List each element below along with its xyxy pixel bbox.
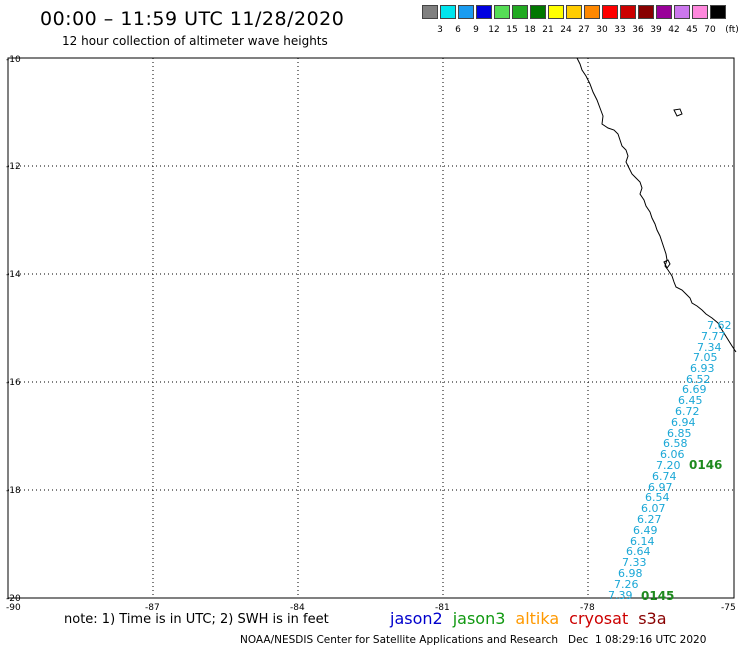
legend-swatch xyxy=(638,5,654,19)
legend-swatch xyxy=(566,5,582,19)
lon-label: -90 xyxy=(6,603,21,613)
wave-value: 7.77 xyxy=(701,330,726,343)
wave-value: 7.34 xyxy=(697,341,722,354)
legend-swatch xyxy=(584,5,600,19)
wave-value: 6.07 xyxy=(641,502,666,515)
wave-value: 6.06 xyxy=(660,448,685,461)
wave-value: 6.52 xyxy=(686,373,711,386)
legend-label: 27 xyxy=(578,25,590,35)
wave-value: 6.14 xyxy=(630,535,655,548)
wave-value: 6.69 xyxy=(682,383,707,396)
legend-label: 42 xyxy=(668,25,680,35)
pass-label: 0146 xyxy=(689,458,722,472)
legend-label: 21 xyxy=(542,25,554,35)
wave-value: 6.93 xyxy=(690,362,715,375)
map-title: 00:00 – 11:59 UTC 11/28/2020 xyxy=(40,8,345,30)
wave-value: 6.64 xyxy=(626,545,651,558)
legend-swatch xyxy=(674,5,690,19)
legend-label: 9 xyxy=(473,25,479,35)
coastline-detail xyxy=(663,259,671,269)
legend-label: 39 xyxy=(650,25,662,35)
lat-label: -18 xyxy=(6,486,21,496)
map-frame xyxy=(7,57,735,599)
wave-value: 7.26 xyxy=(614,578,639,591)
wave-value: 7.39 xyxy=(608,589,633,602)
wave-value: 6.97 xyxy=(648,481,673,494)
wave-value: 6.54 xyxy=(645,491,670,504)
legend-swatch xyxy=(692,5,708,19)
footer-note: note: 1) Time is in UTC; 2) SWH is in fe… xyxy=(64,612,329,627)
legend-swatch xyxy=(458,5,474,19)
legend-label: 3 xyxy=(437,25,443,35)
lon-label: -75 xyxy=(721,603,736,613)
satellite-name: jason3 xyxy=(452,609,506,628)
wave-value: 7.05 xyxy=(693,351,718,364)
legend-swatch xyxy=(476,5,492,19)
longitude-labels: -90 -87 -84 -81 -78 -75 xyxy=(6,603,736,613)
wave-value: 6.98 xyxy=(618,567,643,580)
island xyxy=(673,108,683,117)
lat-label: -16 xyxy=(6,378,21,388)
wave-value: 6.27 xyxy=(637,513,662,526)
legend-unit: (ft) xyxy=(725,25,739,35)
lat-label: -10 xyxy=(6,55,21,65)
map-subtitle: 12 hour collection of altimeter wave hei… xyxy=(62,34,328,48)
lon-label: -87 xyxy=(145,603,160,613)
legend-swatch xyxy=(422,5,438,19)
lon-label: -84 xyxy=(290,603,305,613)
wave-value: 6.72 xyxy=(675,405,700,418)
lon-label: -78 xyxy=(580,603,595,613)
coastline xyxy=(576,57,737,353)
lat-label: -14 xyxy=(6,270,21,280)
pass-label: 0145 xyxy=(641,589,674,603)
satellite-name: s3a xyxy=(638,609,667,628)
footer-credit: NOAA/NESDIS Center for Satellite Applica… xyxy=(240,634,707,646)
satellite-name: altika xyxy=(515,609,560,628)
legend-label: 70 xyxy=(704,25,716,35)
legend-swatch xyxy=(494,5,510,19)
legend-label: 24 xyxy=(560,25,572,35)
wave-value: 7.33 xyxy=(622,556,647,569)
wave-value: 6.45 xyxy=(678,394,703,407)
satellite-name: jason2 xyxy=(390,609,443,628)
lon-label: -81 xyxy=(435,603,450,613)
wave-value: 6.94 xyxy=(671,416,696,429)
lat-label: -12 xyxy=(6,162,21,172)
legend-label: 36 xyxy=(632,25,644,35)
satellite-name: cryosat xyxy=(569,609,629,628)
wave-value: 6.49 xyxy=(633,524,658,537)
legend-label: 45 xyxy=(686,25,698,35)
legend-swatch xyxy=(530,5,546,19)
legend-swatch xyxy=(620,5,636,19)
legend-swatch xyxy=(602,5,618,19)
wave-value: 7.62 xyxy=(707,319,732,332)
wave-value: 6.74 xyxy=(652,470,677,483)
wave-height-track: 7.62 7.77 7.34 7.05 6.93 6.52 6.69 6.45 … xyxy=(608,319,732,602)
legend-swatch xyxy=(512,5,528,19)
legend-label: 6 xyxy=(455,25,461,35)
grid-lines xyxy=(8,58,734,598)
legend-label: 12 xyxy=(488,25,500,35)
wave-value: 6.85 xyxy=(667,427,692,440)
legend-swatch xyxy=(710,5,726,19)
wave-value: 6.58 xyxy=(663,437,688,450)
latitude-labels: -10 -12 -14 -16 -18 -20 xyxy=(6,55,21,604)
wave-value: 7.20 xyxy=(656,459,681,472)
legend-swatch xyxy=(548,5,564,19)
legend-swatch xyxy=(656,5,672,19)
lat-label: -20 xyxy=(6,594,21,604)
legend-swatch xyxy=(440,5,456,19)
satellite-legend: jason2 jason3 altika cryosat s3a xyxy=(390,609,677,628)
legend-label: 15 xyxy=(506,25,518,35)
legend-label: 33 xyxy=(614,25,626,35)
legend-label: 30 xyxy=(596,25,608,35)
legend-label: 18 xyxy=(524,25,536,35)
